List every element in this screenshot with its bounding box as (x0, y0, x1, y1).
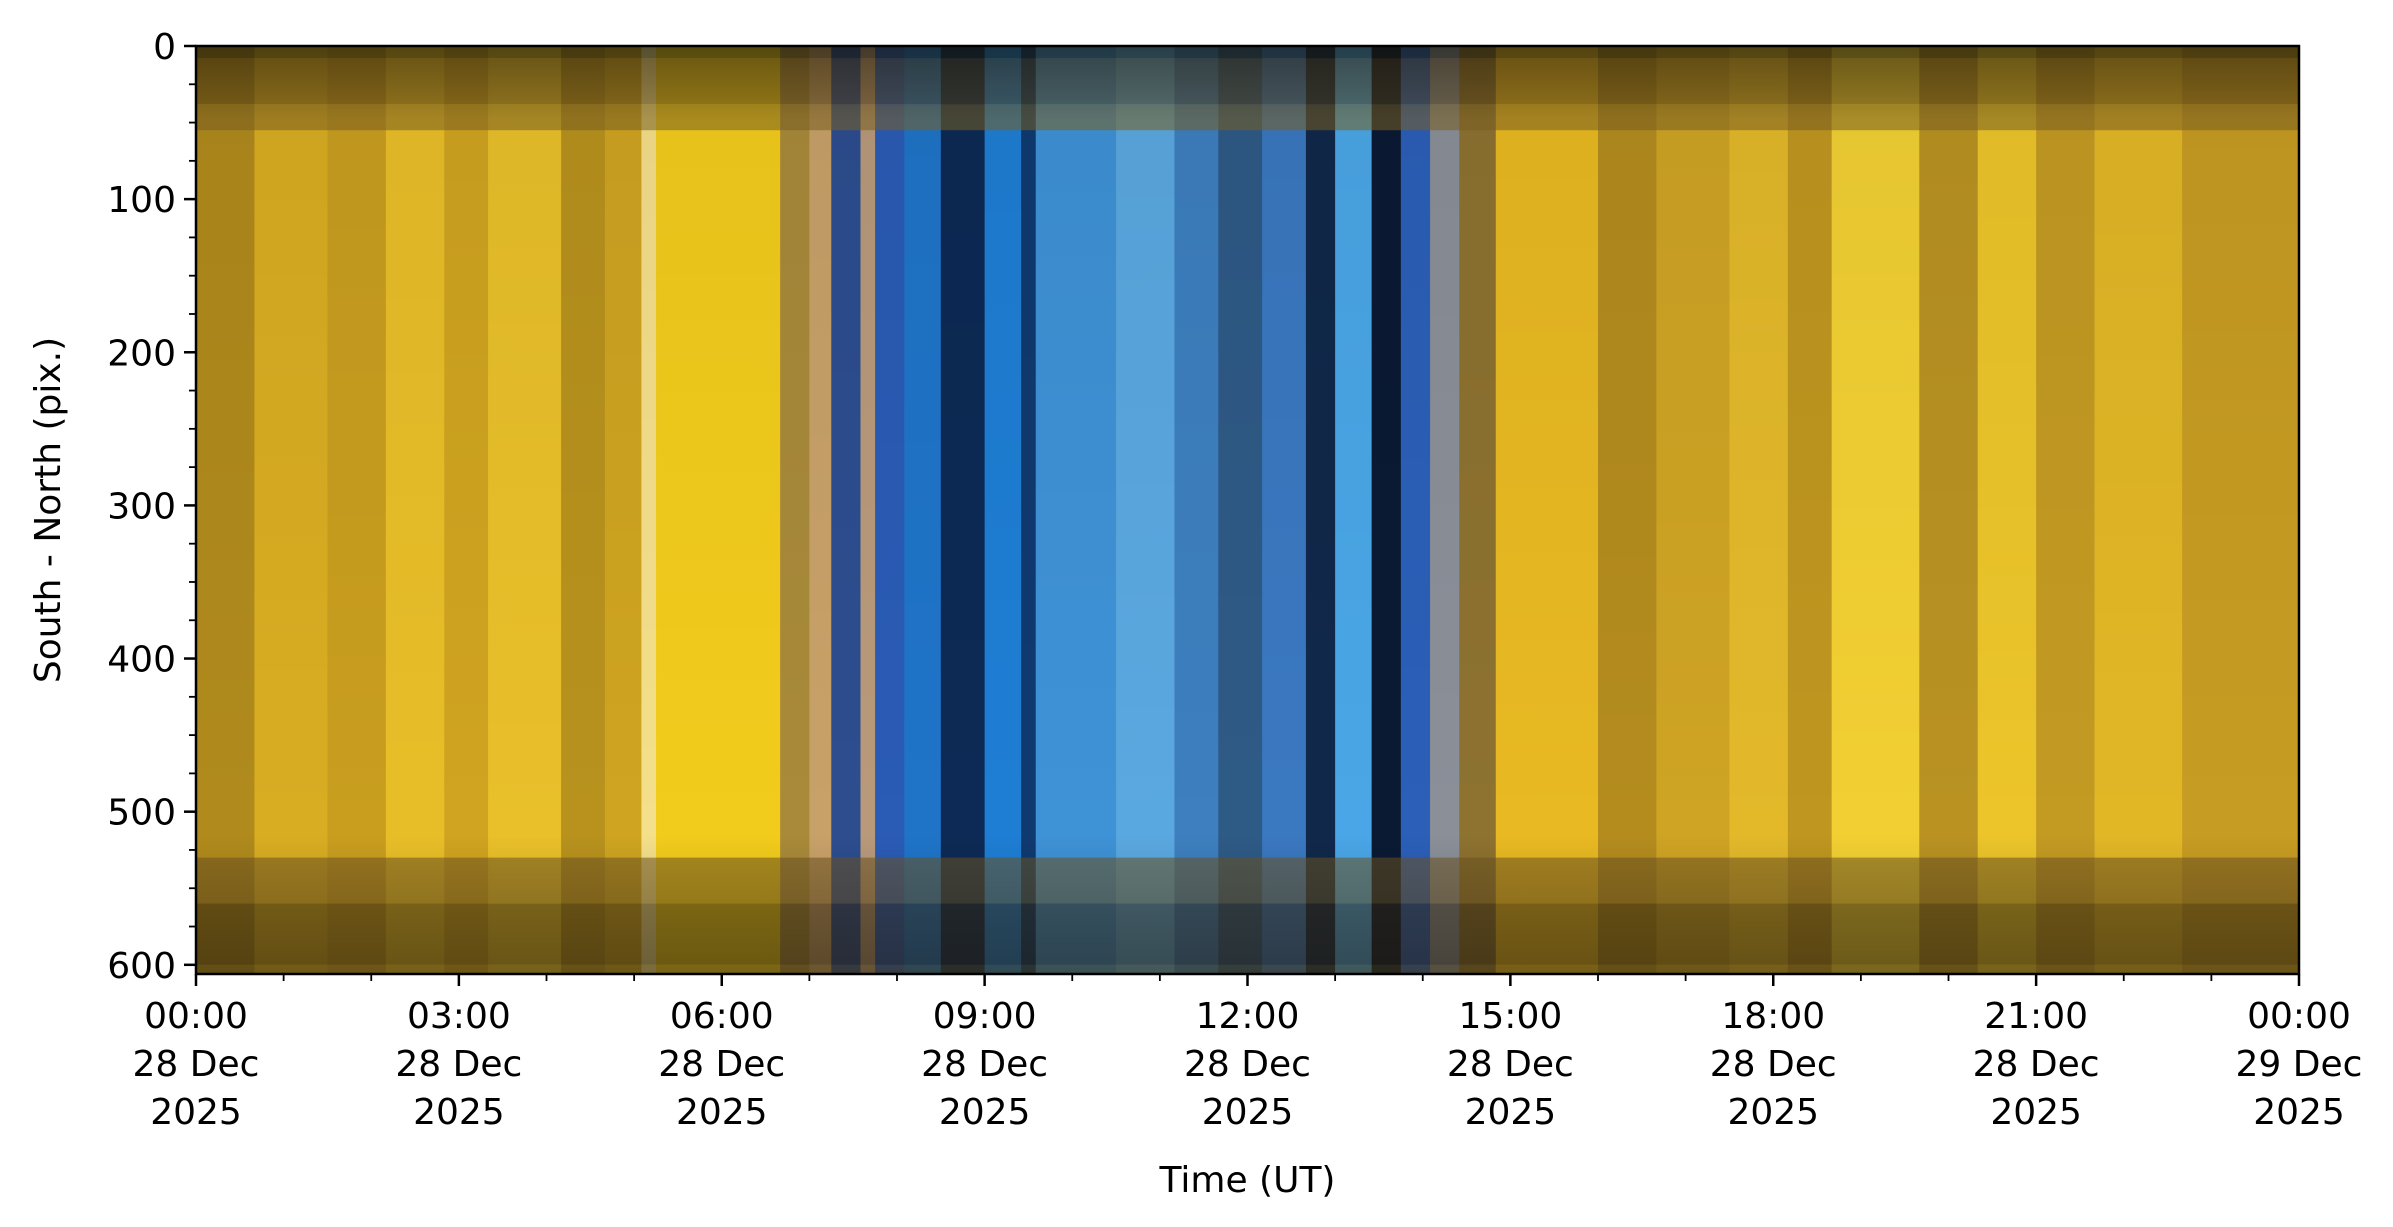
x-tick-label-line: 00:00 (144, 996, 248, 1037)
x-tick-label-line: 03:00 (407, 996, 511, 1037)
x-axis: 00:00 28 Dec 2025 03:00 28 Dec 2025 06:00 28 De… (133, 974, 2363, 1133)
x-tick-label-line: 28 Dec (921, 1044, 1048, 1085)
y-tick-label-4: 400 (107, 640, 176, 681)
x-tick-label-line: 2025 (676, 1092, 768, 1133)
x-tick-label-line: 28 Dec (658, 1044, 785, 1085)
x-tick-label-1: 03:00 28 Dec 2025 (395, 996, 522, 1133)
x-tick-label-line: 29 Dec (2236, 1044, 2363, 1085)
x-tick-label-line: 2025 (150, 1092, 242, 1133)
x-tick-label-line: 09:00 (933, 996, 1037, 1037)
x-axis-label: Time (UT) (1159, 1160, 1336, 1201)
x-tick-label-4: 12:00 28 Dec 2025 (1184, 996, 1311, 1133)
x-tick-label-line: 28 Dec (1973, 1044, 2100, 1085)
x-tick-label-line: 28 Dec (1447, 1044, 1574, 1085)
x-tick-label-line: 2025 (1202, 1092, 1294, 1133)
x-tick-label-line: 28 Dec (1184, 1044, 1311, 1085)
x-tick-label-line: 15:00 (1459, 996, 1563, 1037)
plot-area (196, 46, 2299, 974)
x-tick-label-line: 28 Dec (1710, 1044, 1837, 1085)
x-tick-label-line: 12:00 (1196, 996, 1300, 1037)
x-tick-label-line: 18:00 (1721, 996, 1825, 1037)
y-tick-label-2: 200 (107, 333, 176, 374)
x-tick-label-2: 06:00 28 Dec 2025 (658, 996, 785, 1133)
x-tick-label-line: 00:00 (2247, 996, 2351, 1037)
y-axis: 0 100 200 300 400 500 600 (107, 27, 196, 987)
y-tick-label-1: 100 (107, 180, 176, 221)
x-tick-label-line: 2025 (1990, 1092, 2082, 1133)
y-tick-label-5: 500 (107, 793, 176, 834)
x-tick-label-line: 21:00 (1984, 996, 2088, 1037)
x-tick-label-line: 2025 (1465, 1092, 1557, 1133)
y-axis-label: South - North (pix.) (28, 337, 69, 683)
x-tick-label-line: 28 Dec (133, 1044, 260, 1085)
x-tick-label-line: 2025 (939, 1092, 1031, 1133)
x-tick-label-7: 21:00 28 Dec 2025 (1973, 996, 2100, 1133)
x-tick-label-8: 00:00 29 Dec 2025 (2236, 996, 2363, 1133)
y-tick-label-0: 0 (153, 27, 176, 68)
x-tick-label-line: 2025 (413, 1092, 505, 1133)
x-tick-label-5: 15:00 28 Dec 2025 (1447, 996, 1574, 1133)
y-tick-label-6: 600 (107, 946, 176, 987)
x-tick-label-line: 06:00 (670, 996, 774, 1037)
vertical-shading (196, 46, 2299, 974)
x-tick-label-line: 28 Dec (395, 1044, 522, 1085)
x-tick-label-line: 2025 (2253, 1092, 2345, 1133)
x-tick-label-0: 00:00 28 Dec 2025 (133, 996, 260, 1133)
y-tick-label-3: 300 (107, 486, 176, 527)
x-tick-label-6: 18:00 28 Dec 2025 (1710, 996, 1837, 1133)
x-tick-label-3: 09:00 28 Dec 2025 (921, 996, 1048, 1133)
x-tick-label-line: 2025 (1727, 1092, 1819, 1133)
